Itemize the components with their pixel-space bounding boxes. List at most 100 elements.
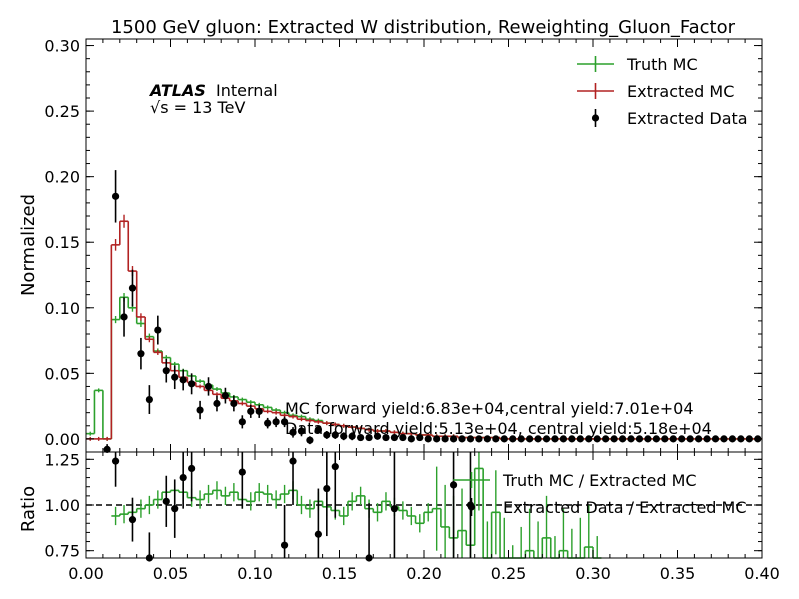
main-extracted-data-point xyxy=(314,426,322,434)
main-extracted-data-point xyxy=(280,418,289,426)
ratio-extracted-data-extracted-mc-point xyxy=(238,468,246,476)
main-extracted-data-point xyxy=(610,435,618,443)
ratio-axis-ticks: 0.00 0.05 0.10 0.15 0.20 0.25 0.30 0.35 0.40 0.75… xyxy=(44,450,779,583)
legend-entry-extracted-mc: Extracted MC xyxy=(577,82,734,101)
legend-entry-truth-ratio: Truth MC / Extracted MC xyxy=(453,471,697,490)
main-extracted-data-point xyxy=(602,435,610,443)
main-extracted-data-point xyxy=(188,380,196,388)
atlas-label-status: Internal xyxy=(216,81,278,100)
main-extracted-data-point xyxy=(399,433,407,442)
main-extracted-data-point xyxy=(466,435,475,443)
main-extracted-data-point xyxy=(340,432,348,440)
main-extracted-data-point xyxy=(373,432,382,440)
main-extracted-data-point xyxy=(745,435,753,443)
ratio-x-tick-label: 0.25 xyxy=(491,564,527,583)
main-extracted-data-point xyxy=(264,419,272,427)
atlas-label: ATLAS Internal xyxy=(148,81,278,100)
main-extracted-data-point xyxy=(137,350,145,358)
main-extracted-data-point xyxy=(475,435,483,443)
atlas-label-atlas: ATLAS xyxy=(148,81,206,100)
main-extracted-data-point xyxy=(458,435,466,443)
ratio-extracted-data-extracted-mc-point xyxy=(390,505,399,513)
ratio-x-tick-label: 0.20 xyxy=(406,564,442,583)
main-extracted-data-point xyxy=(492,435,500,443)
main-extracted-data-point xyxy=(644,435,652,443)
main-extracted-data-point xyxy=(128,284,137,292)
main-y-tick-label: 0.20 xyxy=(44,168,80,187)
main-extracted-data-point xyxy=(542,435,551,443)
main-extracted-data-point xyxy=(618,435,627,443)
main-extracted-data-point xyxy=(272,418,280,426)
legend-entry-extracted-data: Extracted Data xyxy=(591,109,748,128)
main-extracted-data-point xyxy=(382,433,390,442)
main-extracted-data-point xyxy=(661,435,669,443)
ratio-extracted-data-extracted-mc-point xyxy=(171,505,179,513)
main-extracted-data-point xyxy=(390,433,399,442)
main-extracted-data-point xyxy=(534,435,542,443)
main-y-tick-label: 0.10 xyxy=(44,299,80,318)
ratio-x-tick-label: 0.15 xyxy=(322,564,358,583)
main-plot-panel: 0.000.050.100.150.200.250.30 Normalized … xyxy=(18,37,763,453)
main-extracted-data-point xyxy=(585,435,593,443)
chart-title: 1500 GeV gluon: Extracted W distribution… xyxy=(111,17,736,38)
main-extracted-data-point xyxy=(593,435,601,443)
main-extracted-data-point xyxy=(171,373,179,381)
ratio-y-tick-label: 1.25 xyxy=(44,450,80,469)
legend-truth-mc-label: Truth MC xyxy=(626,55,698,74)
main-extracted-data-point xyxy=(449,435,458,443)
main-extracted-data-point xyxy=(247,407,255,415)
main-extracted-data-point xyxy=(221,392,230,400)
main-legend: Truth MC Extracted MC Extracted Data xyxy=(577,55,748,128)
main-extracted-data-point xyxy=(711,435,720,443)
main-extracted-data-point xyxy=(568,435,576,443)
ratio-y-tick-label: 0.75 xyxy=(44,542,80,561)
ratio-extracted-data-extracted-mc-point xyxy=(314,530,322,538)
main-extracted-data-point xyxy=(120,313,128,321)
ratio-extracted-data-extracted-mc-point xyxy=(111,457,120,465)
main-extracted-data-point xyxy=(238,418,246,426)
main-extracted-data-point xyxy=(695,435,703,443)
main-extracted-data-point xyxy=(145,395,153,404)
legend-data-ratio-label: Extracted Data / Extracted MC xyxy=(503,498,747,517)
main-extracted-data-point xyxy=(297,427,306,435)
ratio-x-tick-label: 0.00 xyxy=(68,564,104,583)
main-extracted-data-point xyxy=(737,435,745,443)
main-extracted-data-point xyxy=(500,435,508,443)
ratio-extracted-data-extracted-mc-point xyxy=(188,464,196,473)
main-y-tick-label: 0.05 xyxy=(44,364,80,383)
main-extracted-data-point xyxy=(728,435,737,443)
main-y-tick-label: 0.00 xyxy=(44,430,80,449)
main-extracted-data-point xyxy=(407,435,415,443)
main-extracted-data-point xyxy=(720,435,728,443)
main-extracted-data-point xyxy=(441,435,449,443)
main-extracted-data-point xyxy=(289,428,297,436)
main-extracted-data-point xyxy=(652,435,660,443)
main-extracted-data-point xyxy=(255,407,263,415)
main-extracted-data-point xyxy=(483,435,491,443)
main-extracted-data-point xyxy=(204,382,213,391)
main-axis-ticks: 0.00 0.05 0.10 0.15 0.20 0.25 0.30 xyxy=(44,37,763,453)
legend-extracted-data-marker xyxy=(591,114,600,122)
ratio-legend: Truth MC / Extracted MC Extracted Data /… xyxy=(453,471,747,517)
main-extracted-data-point xyxy=(526,435,534,443)
main-extracted-data-point xyxy=(433,435,441,443)
main-extracted-data-point xyxy=(576,435,584,443)
main-plot-area xyxy=(86,170,762,453)
main-extracted-data-point xyxy=(703,435,711,443)
ratio-x-tick-label: 0.30 xyxy=(575,564,611,583)
main-extracted-data-point xyxy=(416,433,424,442)
main-extracted-data-point xyxy=(196,406,204,414)
main-extracted-data-point xyxy=(517,435,525,443)
ratio-extracted-data-extracted-mc-point xyxy=(449,481,458,489)
ratio-plot-panel: 0.00 0.05 0.10 0.15 0.20 0.25 0.30 0.35 0.40 0.75… xyxy=(18,450,780,583)
ratio-plot-area xyxy=(86,452,762,562)
legend-extracted-data-label: Extracted Data xyxy=(627,109,748,128)
ratio-x-tick-label: 0.05 xyxy=(153,564,189,583)
ratio-x-tick-label: 0.10 xyxy=(237,564,273,583)
ratio-extracted-data-extracted-mc-point xyxy=(280,541,289,549)
main-extracted-data-point xyxy=(627,435,635,443)
main-extracted-data-point xyxy=(103,445,111,453)
main-extracted-data-point xyxy=(424,435,432,443)
main-extracted-data-point xyxy=(686,435,694,443)
